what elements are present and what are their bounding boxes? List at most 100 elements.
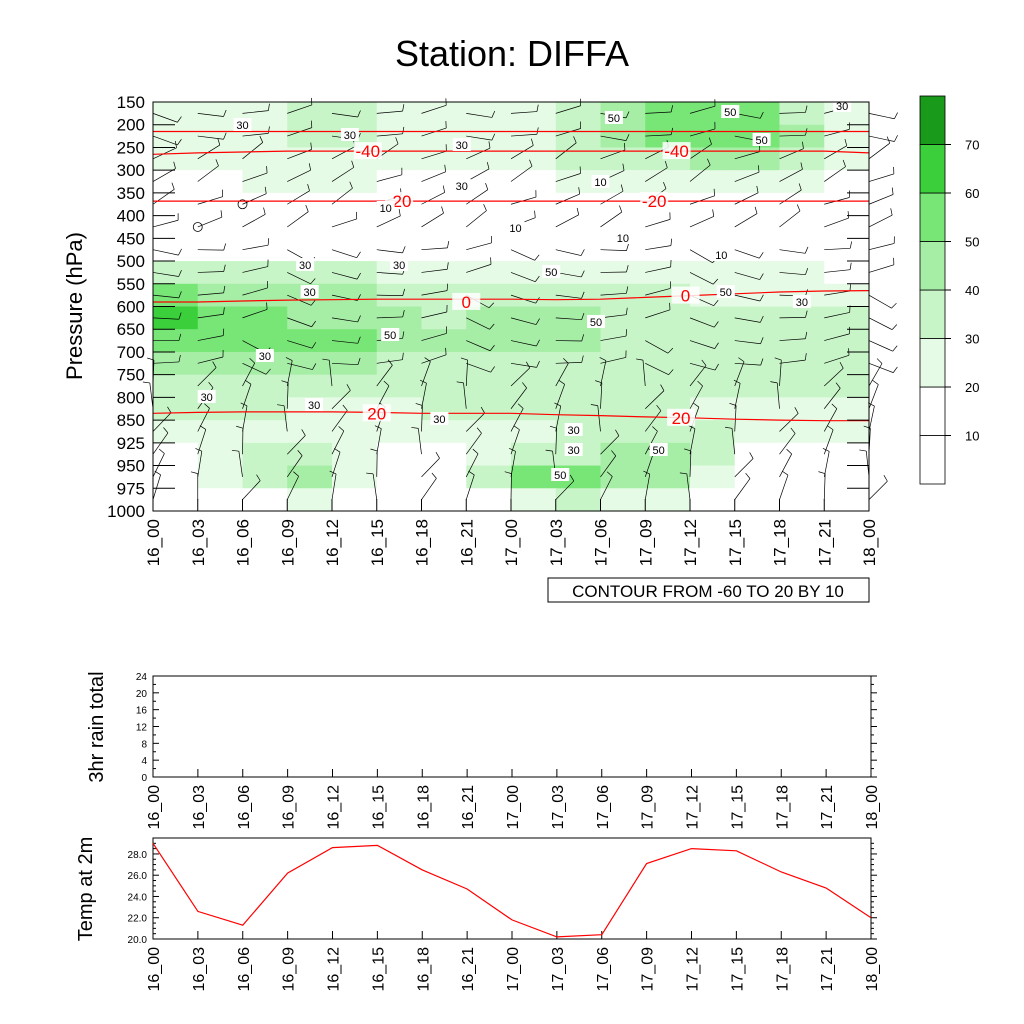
- wind-barb-flag: [805, 267, 809, 275]
- humidity-cell: [690, 442, 736, 467]
- wind-barb-flag: [310, 278, 316, 285]
- wind-barb-flag: [526, 361, 531, 369]
- wind-barb: [555, 405, 562, 432]
- humidity-cell: [332, 261, 378, 285]
- wind-barb-flag: [615, 429, 620, 436]
- humidity-cell: [242, 306, 288, 330]
- humidity-cell: [600, 351, 646, 376]
- wind-barb: [376, 365, 393, 387]
- wind-barb: [597, 405, 601, 432]
- wind-barb: [600, 455, 617, 478]
- wind-barb-flag: [480, 406, 485, 414]
- humidity-contour-label: 30: [796, 297, 808, 309]
- wind-barb-flag: [178, 291, 182, 298]
- wind-barb: [510, 340, 537, 347]
- humidity-cell: [555, 102, 602, 126]
- rain-y-tick-label: 0: [141, 773, 147, 784]
- wind-barb: [197, 271, 224, 273]
- wind-barb: [331, 249, 357, 259]
- humidity-contour-label: 30: [456, 181, 468, 193]
- wind-barb-flag: [759, 111, 764, 119]
- contour-info-box: [547, 577, 870, 603]
- wind-barb-flag: [883, 475, 888, 482]
- wind-barb: [242, 362, 267, 375]
- humidity-cell: [242, 124, 288, 149]
- wind-barb-flag: [387, 359, 393, 366]
- humidity-cell: [511, 420, 557, 444]
- wind-barb: [824, 269, 851, 273]
- wind-barb-flag: [774, 357, 782, 361]
- humidity-cell: [824, 351, 870, 376]
- wind-barb-flag: [402, 352, 404, 360]
- wind-barb: [600, 382, 603, 409]
- wind-barb: [331, 113, 358, 118]
- humidity-cell: [645, 215, 691, 239]
- wind-barb-flag: [708, 137, 712, 145]
- pressure-tick-label: 250: [117, 138, 145, 157]
- humidity-cell: [779, 170, 825, 194]
- humidity-cell: [197, 215, 244, 239]
- wind-barb: [734, 249, 760, 259]
- colorbar-label: 30: [965, 332, 979, 347]
- pressure-tick-label: 750: [117, 366, 145, 385]
- wind-barb: [868, 113, 895, 120]
- humidity-cell: [690, 192, 736, 217]
- humidity-cell: [421, 215, 467, 239]
- humidity-contour-label: 30: [201, 392, 213, 404]
- humidity-cell: [690, 351, 736, 376]
- wind-barb: [463, 382, 467, 409]
- wind-barb: [466, 210, 487, 228]
- humidity-cell: [376, 261, 423, 285]
- wind-barb: [466, 242, 492, 251]
- rain-frame: [152, 675, 872, 778]
- wind-barb: [242, 142, 263, 160]
- humidity-cell: [332, 192, 378, 217]
- wind-barb-flag: [760, 358, 764, 366]
- wind-barb: [421, 150, 447, 160]
- humidity-cell: [376, 351, 423, 376]
- humidity-contour-label: 10: [617, 233, 629, 245]
- humidity-cell: [824, 465, 870, 489]
- wind-barb-flag: [844, 138, 848, 146]
- colorbar-label: 10: [965, 429, 979, 444]
- wind-barb: [376, 133, 403, 137]
- wind-barb: [331, 218, 357, 228]
- wind-barb: [465, 474, 475, 500]
- humidity-cell: [511, 238, 557, 262]
- wind-barb-flag: [167, 406, 172, 413]
- humidity-cell: [734, 465, 781, 489]
- wind-barb-flag: [625, 111, 630, 119]
- wind-barb: [645, 111, 672, 114]
- wind-barb: [555, 362, 582, 364]
- wind-barb-flag: [849, 241, 853, 249]
- wind-barb: [242, 362, 256, 387]
- wind-barb-flag: [839, 361, 844, 369]
- wind-barb: [242, 214, 266, 228]
- humidity-cell: [197, 147, 244, 171]
- humidity-cell: [153, 192, 199, 217]
- humidity-cell: [824, 283, 870, 308]
- wind-barb: [600, 335, 627, 341]
- wind-barb: [287, 104, 312, 114]
- humidity-cell: [376, 306, 423, 330]
- humidity-contour-label: 30: [568, 425, 580, 437]
- humidity-cell: [466, 488, 512, 512]
- wind-barb-flag: [886, 136, 891, 144]
- humidity-cell: [734, 397, 781, 421]
- wind-barb: [421, 104, 447, 114]
- humidity-cell: [511, 170, 557, 194]
- wind-barb-flag: [223, 285, 226, 293]
- humidity-cell: [153, 488, 199, 512]
- wind-barb-flag: [281, 380, 289, 384]
- wind-barb-flag: [770, 381, 778, 384]
- wind-barb-flag: [346, 384, 351, 391]
- wind-barb-flag: [308, 163, 311, 171]
- wind-barb: [466, 189, 489, 205]
- humidity-cell: [645, 170, 691, 194]
- humidity-cell: [153, 283, 199, 308]
- humidity-cell: [555, 215, 602, 239]
- wind-barb: [689, 428, 696, 455]
- wind-barb-flag: [569, 474, 575, 482]
- wind-barb: [331, 473, 337, 500]
- humidity-cell: [376, 488, 423, 512]
